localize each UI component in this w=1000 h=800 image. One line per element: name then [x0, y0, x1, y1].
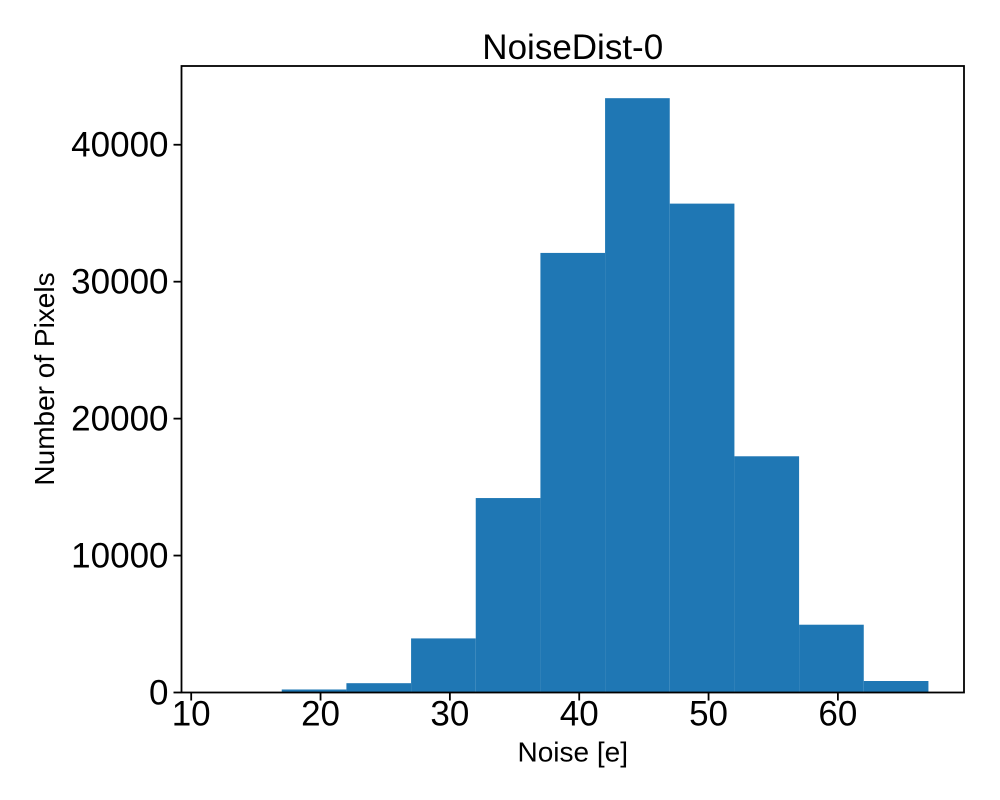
y-axis-label: Number of Pixels: [29, 272, 60, 485]
histogram-bar: [346, 683, 412, 693]
x-tick-label: 20: [301, 695, 340, 734]
x-tick-label: 60: [818, 695, 857, 734]
axis-spines: [180, 65, 965, 694]
x-tick-label: 50: [689, 695, 728, 734]
y-tick-label: 40000: [71, 126, 168, 165]
histogram-bar: [863, 681, 929, 693]
y-axis: 0 10000 20000 30000 40000: [71, 126, 182, 713]
x-tick-label: 10: [172, 695, 211, 734]
histogram-bar: [799, 624, 864, 693]
y-tick-label: 10000: [71, 537, 168, 576]
histogram-bar: [475, 498, 541, 693]
chart-title: NoiseDist-0: [482, 28, 663, 67]
histogram-bars: [217, 98, 929, 693]
x-axis-label: Noise [e]: [518, 737, 629, 768]
histogram-bar: [605, 98, 670, 693]
histogram-bar: [669, 203, 735, 693]
histogram-bar: [411, 638, 476, 693]
x-axis: 10 20 30 40 50 60: [172, 692, 857, 734]
histogram-bar: [281, 689, 347, 693]
y-tick-label: 30000: [71, 263, 168, 302]
histogram-bar: [540, 252, 606, 693]
y-tick-label: 20000: [71, 400, 168, 439]
x-tick-label: 30: [430, 695, 469, 734]
x-tick-label: 40: [560, 695, 599, 734]
y-tick-label: 0: [149, 674, 168, 713]
histogram-bar: [734, 456, 800, 693]
